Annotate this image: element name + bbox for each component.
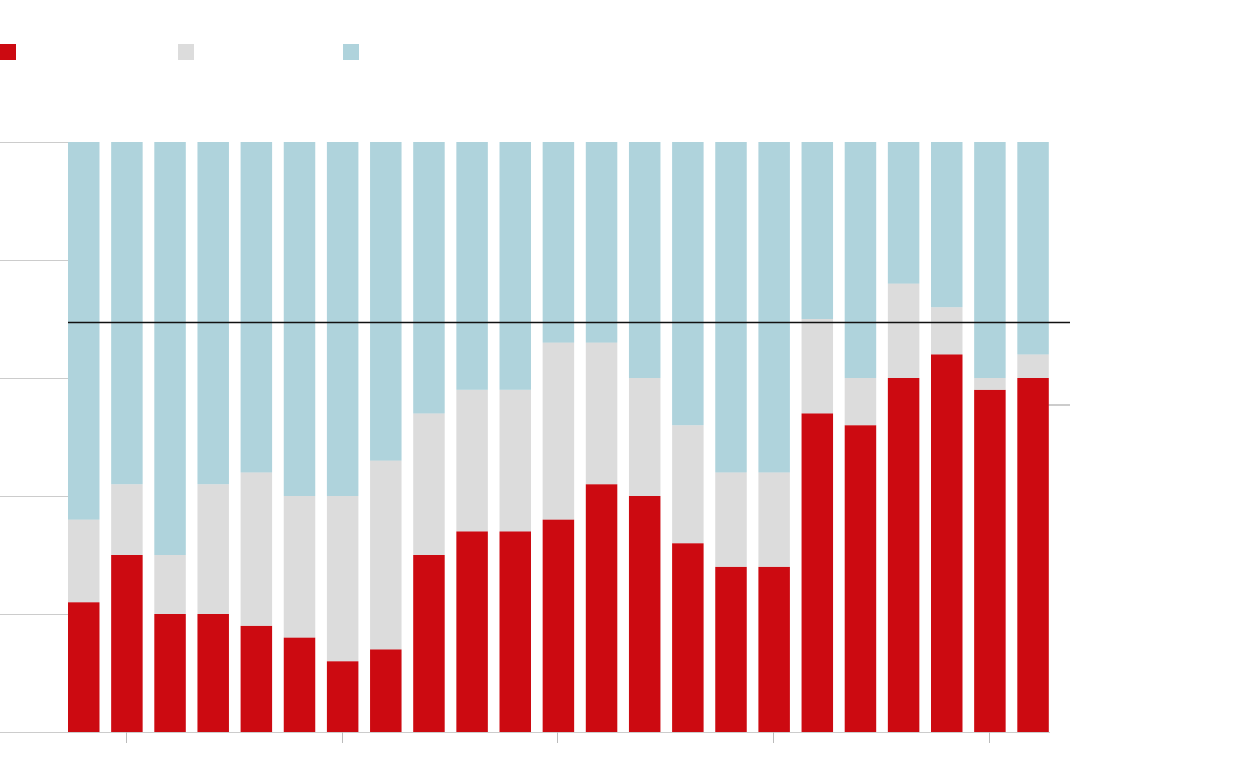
bar-17-segment-3 (758, 142, 790, 473)
x-axis-ticks (126, 732, 990, 743)
bar-3-segment-2 (154, 555, 186, 614)
bar-17-segment-2 (758, 472, 790, 567)
bar-10-segment-3 (456, 142, 488, 390)
bar-1-segment-1 (68, 602, 100, 732)
bar-23-segment-3 (1017, 142, 1049, 355)
bar-4-segment-1 (197, 614, 229, 732)
bar-18-segment-3 (801, 142, 834, 319)
bar-7-segment-3 (326, 142, 359, 496)
bar-20-segment-3 (887, 142, 920, 284)
bar-11-segment-2 (499, 389, 531, 532)
bar-5-segment-3 (240, 142, 273, 473)
bar-2-segment-3 (111, 142, 143, 485)
bar-5-segment-2 (240, 472, 273, 626)
bar-1-segment-2 (68, 519, 100, 603)
bar-14-segment-3 (628, 142, 661, 378)
bar-7-segment-1 (326, 661, 359, 732)
bar-3-segment-3 (154, 142, 186, 555)
bar-9-segment-3 (413, 142, 445, 414)
bar-22-segment-2 (974, 378, 1006, 390)
legend-swatch-3 (343, 44, 359, 60)
bar-8-segment-1 (370, 649, 402, 732)
bar-15-segment-2 (672, 425, 704, 544)
legend-swatch-2 (178, 44, 194, 60)
bar-12-segment-1 (542, 519, 575, 732)
bar-6-segment-1 (283, 637, 316, 732)
bar-10-segment-2 (456, 389, 488, 532)
bar-18-segment-2 (801, 319, 834, 414)
bar-21-segment-3 (931, 142, 963, 308)
legend-swatch-1 (0, 44, 16, 60)
bar-21-segment-1 (931, 354, 963, 732)
bar-6-segment-2 (283, 496, 316, 638)
bar-16-segment-3 (715, 142, 747, 473)
bar-11-segment-3 (499, 142, 531, 390)
bars (68, 142, 1049, 732)
bar-21-segment-2 (931, 307, 963, 355)
bar-16-segment-1 (715, 566, 747, 732)
y-gridlines (0, 142, 1070, 733)
bar-3-segment-1 (154, 614, 186, 732)
bar-12-segment-2 (542, 342, 575, 520)
bar-13-segment-1 (585, 484, 618, 732)
bar-12-segment-3 (542, 142, 575, 343)
bar-2-segment-2 (111, 484, 143, 555)
bar-23-segment-2 (1017, 354, 1049, 378)
bar-19-segment-3 (844, 142, 877, 378)
bar-10-segment-1 (456, 531, 488, 732)
legend (0, 44, 359, 60)
bar-9-segment-2 (413, 413, 445, 555)
bar-23-segment-1 (1017, 378, 1049, 732)
bar-20-segment-1 (887, 378, 920, 732)
bar-8-segment-3 (370, 142, 402, 461)
bar-8-segment-2 (370, 460, 402, 650)
bar-11-segment-1 (499, 531, 531, 732)
bar-5-segment-1 (240, 625, 273, 732)
bar-14-segment-2 (628, 378, 661, 496)
bar-16-segment-2 (715, 472, 747, 567)
bar-22-segment-3 (974, 142, 1006, 378)
bar-6-segment-3 (283, 142, 316, 496)
bar-7-segment-2 (326, 496, 359, 662)
bar-4-segment-3 (197, 142, 229, 485)
bar-22-segment-1 (974, 389, 1006, 732)
bar-15-segment-1 (672, 543, 704, 732)
bar-20-segment-2 (887, 283, 920, 378)
bar-13-segment-3 (585, 142, 618, 343)
bar-1-segment-3 (68, 142, 100, 520)
bar-14-segment-1 (628, 496, 661, 732)
bar-13-segment-2 (585, 342, 618, 485)
bar-15-segment-3 (672, 142, 704, 426)
bar-2-segment-1 (111, 555, 143, 732)
bar-17-segment-1 (758, 566, 790, 732)
bar-19-segment-1 (844, 425, 877, 732)
bar-19-segment-2 (844, 378, 877, 426)
bar-18-segment-1 (801, 413, 834, 732)
bar-9-segment-1 (413, 555, 445, 732)
bar-4-segment-2 (197, 484, 229, 614)
